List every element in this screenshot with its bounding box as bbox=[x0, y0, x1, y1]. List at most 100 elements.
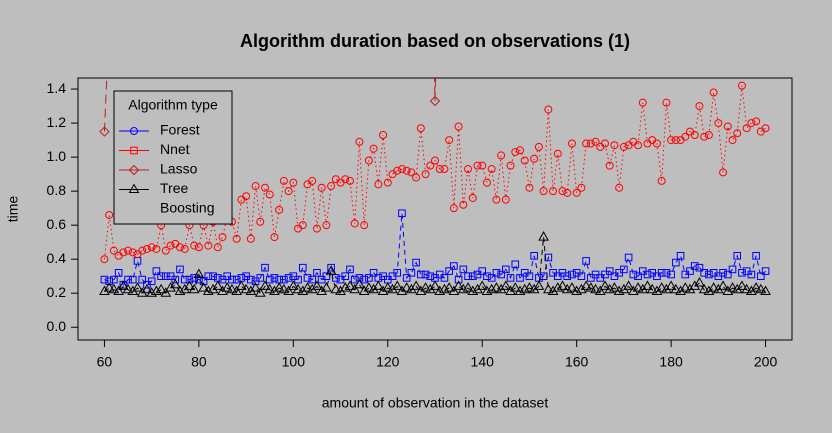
y-tick-label: 1.0 bbox=[47, 148, 67, 164]
data-point bbox=[558, 187, 567, 196]
data-point bbox=[124, 275, 132, 284]
data-point bbox=[364, 156, 373, 165]
data-point bbox=[237, 195, 246, 204]
legend-marker bbox=[130, 127, 138, 135]
data-point bbox=[339, 282, 351, 292]
data-point bbox=[492, 195, 501, 204]
data-point bbox=[439, 283, 450, 294]
data-point bbox=[302, 282, 313, 292]
data-point bbox=[188, 283, 200, 294]
data-point bbox=[346, 265, 354, 274]
data-point bbox=[652, 139, 661, 148]
data-point bbox=[481, 285, 493, 296]
data-point bbox=[406, 283, 417, 294]
data-point bbox=[284, 187, 293, 196]
data-point bbox=[407, 268, 416, 277]
data-point bbox=[750, 282, 762, 292]
data-point bbox=[566, 282, 578, 292]
data-point bbox=[568, 270, 576, 279]
data-point bbox=[671, 136, 680, 145]
data-point bbox=[133, 34, 142, 43]
data-point bbox=[397, 165, 406, 174]
x-tick-label: 200 bbox=[754, 354, 778, 370]
data-point bbox=[468, 193, 477, 202]
data-point bbox=[429, 280, 441, 290]
data-point bbox=[269, 285, 280, 296]
data-point bbox=[459, 200, 468, 209]
data-point bbox=[341, 175, 350, 184]
data-point bbox=[110, 275, 118, 284]
data-point bbox=[387, 283, 398, 294]
data-point bbox=[634, 272, 642, 281]
y-tick-label: 0.0 bbox=[47, 318, 67, 334]
data-point bbox=[698, 283, 710, 294]
data-point bbox=[99, 285, 110, 296]
data-point bbox=[704, 130, 713, 139]
data-point bbox=[231, 285, 243, 296]
x-tick-label: 160 bbox=[565, 354, 589, 370]
data-point bbox=[146, 287, 158, 297]
legend-label: Boosting bbox=[160, 200, 214, 216]
data-point bbox=[629, 137, 638, 146]
data-point bbox=[202, 285, 214, 296]
y-tick-label: 1.4 bbox=[47, 80, 67, 96]
data-point bbox=[162, 272, 170, 281]
y-tick-label: 0.6 bbox=[47, 216, 67, 232]
data-point bbox=[643, 139, 652, 148]
data-point bbox=[388, 170, 397, 179]
data-point bbox=[459, 265, 468, 274]
data-point bbox=[723, 270, 732, 279]
data-point bbox=[705, 270, 713, 279]
data-point bbox=[401, 282, 413, 292]
data-point bbox=[350, 275, 359, 284]
data-point bbox=[138, 246, 147, 255]
data-point bbox=[119, 248, 128, 257]
data-point bbox=[152, 244, 161, 253]
data-point bbox=[179, 283, 191, 294]
data-point bbox=[306, 283, 318, 294]
data-point bbox=[161, 246, 170, 255]
data-point bbox=[553, 149, 562, 158]
data-point bbox=[708, 282, 719, 292]
data-point bbox=[448, 285, 460, 296]
data-point bbox=[468, 272, 477, 281]
data-point bbox=[228, 275, 236, 284]
data-point bbox=[657, 268, 666, 277]
data-point bbox=[752, 117, 761, 126]
data-point bbox=[122, 283, 134, 294]
y-tick-label: 0.4 bbox=[47, 250, 67, 266]
data-point bbox=[264, 283, 276, 294]
data-point bbox=[157, 272, 165, 281]
data-point bbox=[495, 283, 507, 294]
data-point bbox=[723, 122, 732, 131]
data-point bbox=[321, 282, 332, 292]
data-point bbox=[151, 285, 162, 296]
data-point bbox=[651, 285, 663, 296]
data-point bbox=[256, 274, 265, 282]
data-point bbox=[142, 244, 151, 253]
data-point bbox=[155, 283, 167, 294]
data-point bbox=[450, 262, 458, 270]
data-point bbox=[169, 278, 181, 289]
data-point bbox=[327, 263, 335, 272]
data-point bbox=[629, 270, 638, 279]
data-point bbox=[254, 287, 266, 297]
data-point bbox=[292, 283, 304, 294]
data-point bbox=[453, 280, 464, 290]
data-point bbox=[212, 280, 224, 290]
data-point bbox=[731, 283, 743, 294]
data-point bbox=[643, 270, 652, 279]
data-point bbox=[580, 280, 592, 290]
data-point bbox=[520, 156, 529, 165]
data-point bbox=[350, 219, 359, 228]
data-point bbox=[298, 221, 307, 230]
data-point bbox=[242, 192, 251, 201]
data-point bbox=[624, 253, 633, 262]
data-point bbox=[497, 270, 505, 279]
data-point bbox=[402, 274, 411, 282]
data-point bbox=[199, 277, 208, 286]
data-point bbox=[454, 275, 463, 284]
data-point bbox=[294, 275, 302, 284]
data-point bbox=[610, 141, 619, 150]
